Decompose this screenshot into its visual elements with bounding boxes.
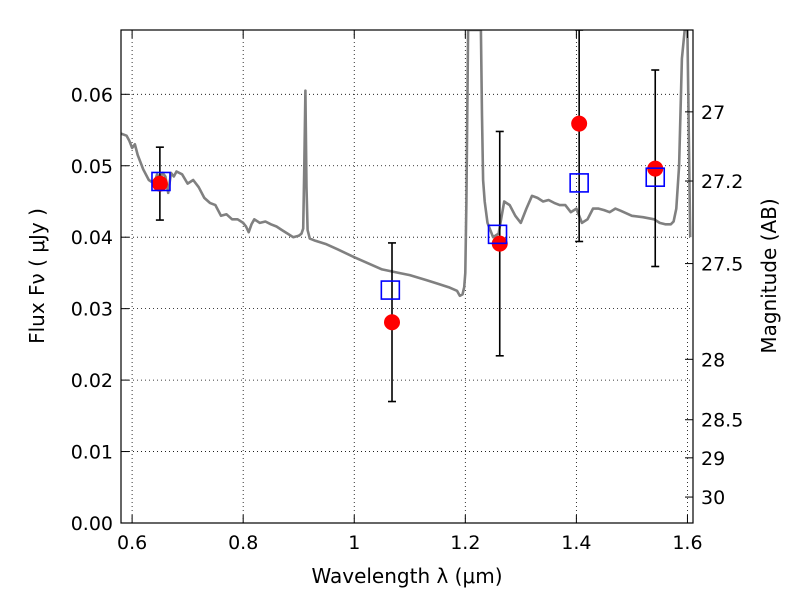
x-tick-label: 0.6 (117, 532, 147, 554)
observed-point (571, 115, 588, 132)
y-tick-label: 0.01 (71, 442, 113, 464)
x-tick-label: 1.4 (561, 532, 591, 554)
right-tick-label: 27 (701, 102, 725, 124)
y-tick-label: 0.04 (71, 227, 113, 249)
observed-point (151, 175, 168, 192)
right-tick-labels: 27 27.2 27.5 28 28.5 29 30 (701, 102, 743, 509)
right-tick-label: 27.5 (701, 254, 743, 276)
right-tick-label: 28.5 (701, 410, 743, 432)
y-axis-title: Flux Fν ( μJy ) (25, 208, 49, 344)
y-tick-labels: 0.00 0.01 0.02 0.03 0.04 0.05 0.06 (71, 84, 113, 535)
observed-point (384, 314, 401, 331)
observed-points-layer (151, 115, 664, 331)
model-spectrum-line (121, 30, 692, 298)
x-tick-labels: 0.6 0.8 1 1.2 1.4 1.6 (117, 532, 703, 554)
x-tick-label: 0.8 (228, 532, 258, 554)
x-tick-label: 1 (348, 532, 360, 554)
plot-frame (120, 29, 694, 524)
right-tick-label: 28 (701, 349, 725, 371)
y-tick-label: 0.06 (71, 84, 113, 106)
grid (121, 30, 693, 524)
model-photometry-point (151, 171, 171, 192)
right-tick-label: 29 (701, 448, 725, 470)
model-photometry-point (487, 224, 508, 245)
model-spectrum-layer (121, 30, 692, 298)
model-photometry-layer (151, 167, 666, 300)
model-photometry-point (380, 280, 401, 300)
right-tick-label: 30 (701, 487, 725, 509)
x-tick-label: 1.2 (450, 532, 480, 554)
ticks (121, 30, 693, 524)
y-tick-label: 0.00 (71, 513, 113, 535)
model-photometry-point (569, 173, 589, 193)
right-tick-label: 27.2 (701, 171, 743, 193)
y-tick-label: 0.05 (71, 156, 113, 178)
y-tick-label: 0.02 (71, 370, 113, 392)
y-tick-label: 0.03 (71, 299, 113, 321)
x-axis-title: Wavelength λ (μm) (311, 564, 502, 588)
right-axis-title: Magnitude (AB) (757, 198, 781, 353)
error-bar (575, 30, 584, 243)
model-photometry-point (645, 167, 666, 187)
errorbar-layer (155, 30, 660, 403)
x-tick-label: 1.6 (672, 532, 702, 554)
